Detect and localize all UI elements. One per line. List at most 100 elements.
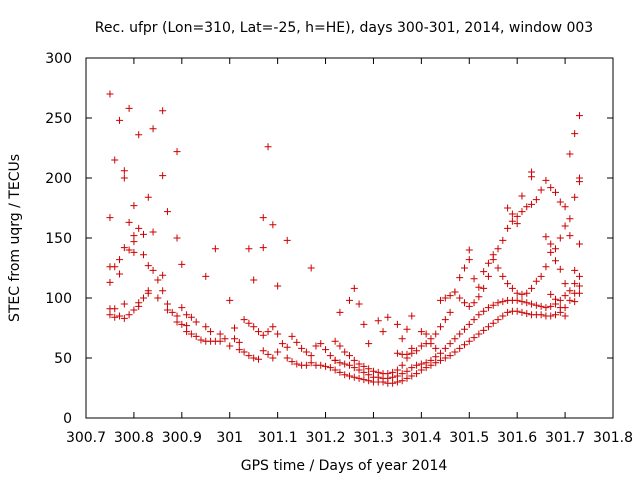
data-point: [408, 364, 416, 372]
data-point: [537, 302, 545, 310]
data-point: [446, 292, 454, 300]
data-point: [341, 360, 349, 368]
data-point: [556, 296, 564, 304]
x-tick-label: 301.5: [449, 430, 489, 446]
data-point: [259, 244, 267, 252]
data-point: [231, 324, 239, 332]
data-point: [211, 245, 219, 253]
data-point: [413, 361, 421, 369]
data-point: [532, 196, 540, 204]
data-point: [192, 332, 200, 340]
data-point: [322, 362, 330, 370]
data-point: [111, 263, 119, 271]
data-point: [561, 203, 569, 211]
data-point: [427, 356, 435, 364]
data-point: [149, 228, 157, 236]
data-point: [120, 300, 128, 308]
data-point: [518, 298, 526, 306]
data-point: [389, 368, 397, 376]
data-point: [417, 360, 425, 368]
data-point: [393, 349, 401, 357]
data-point: [274, 348, 282, 356]
data-point: [566, 232, 574, 240]
data-point: [231, 335, 239, 343]
data-point: [173, 318, 181, 326]
data-point: [475, 283, 483, 291]
data-point: [240, 348, 248, 356]
data-point: [331, 337, 339, 345]
data-point: [518, 290, 526, 298]
data-point: [484, 304, 492, 312]
data-point: [221, 335, 229, 343]
data-point: [346, 296, 353, 304]
data-point: [422, 330, 430, 338]
data-point: [226, 296, 234, 304]
data-point: [307, 264, 315, 272]
data-point: [451, 288, 459, 296]
data-point: [350, 364, 358, 372]
data-point: [274, 330, 282, 338]
data-point: [149, 266, 157, 274]
data-point: [398, 377, 406, 385]
data-point: [341, 371, 349, 379]
data-point: [111, 156, 119, 164]
data-point: [336, 308, 344, 316]
data-point: [513, 220, 521, 228]
data-point: [528, 300, 536, 308]
data-point: [537, 186, 545, 194]
data-point: [393, 366, 401, 374]
data-point: [374, 368, 382, 376]
data-point: [441, 354, 449, 362]
data-point: [106, 214, 114, 222]
data-point: [274, 282, 282, 290]
data-point: [547, 184, 555, 192]
data-point: [552, 311, 560, 319]
data-point: [106, 278, 114, 286]
data-point: [528, 200, 536, 208]
data-point: [393, 372, 401, 380]
data-point: [269, 323, 277, 331]
data-point: [547, 302, 555, 310]
data-point: [403, 374, 411, 382]
data-point: [106, 90, 114, 98]
data-point: [480, 268, 488, 276]
data-point: [537, 311, 545, 319]
data-point: [547, 248, 555, 256]
data-point: [427, 335, 435, 343]
data-point: [235, 346, 243, 354]
data-point: [571, 130, 579, 138]
data-point: [561, 280, 569, 288]
data-point: [508, 284, 516, 292]
x-tick-label: 301: [216, 430, 243, 446]
data-point: [552, 188, 560, 196]
data-point: [489, 301, 497, 309]
data-point: [465, 337, 473, 345]
data-point: [245, 319, 253, 327]
data-point: [192, 318, 200, 326]
data-point: [446, 308, 454, 316]
data-point: [168, 308, 176, 316]
data-point: [552, 257, 560, 265]
data-point: [552, 295, 560, 303]
data-point: [360, 320, 368, 328]
data-point: [547, 312, 555, 320]
data-point: [566, 215, 574, 223]
data-point: [159, 287, 167, 295]
data-point: [178, 320, 186, 328]
data-point: [422, 340, 430, 348]
data-point: [130, 202, 138, 210]
data-point: [130, 248, 138, 256]
data-point: [480, 307, 488, 315]
x-tick-label: 301.7: [545, 430, 585, 446]
data-point: [537, 272, 545, 280]
data-point: [326, 352, 334, 360]
data-point: [465, 246, 473, 254]
data-point: [451, 335, 459, 343]
data-point: [264, 143, 272, 151]
data-point: [523, 289, 531, 297]
data-point: [528, 173, 536, 181]
data-point: [159, 172, 167, 180]
data-point: [456, 330, 464, 338]
data-point: [460, 325, 468, 333]
